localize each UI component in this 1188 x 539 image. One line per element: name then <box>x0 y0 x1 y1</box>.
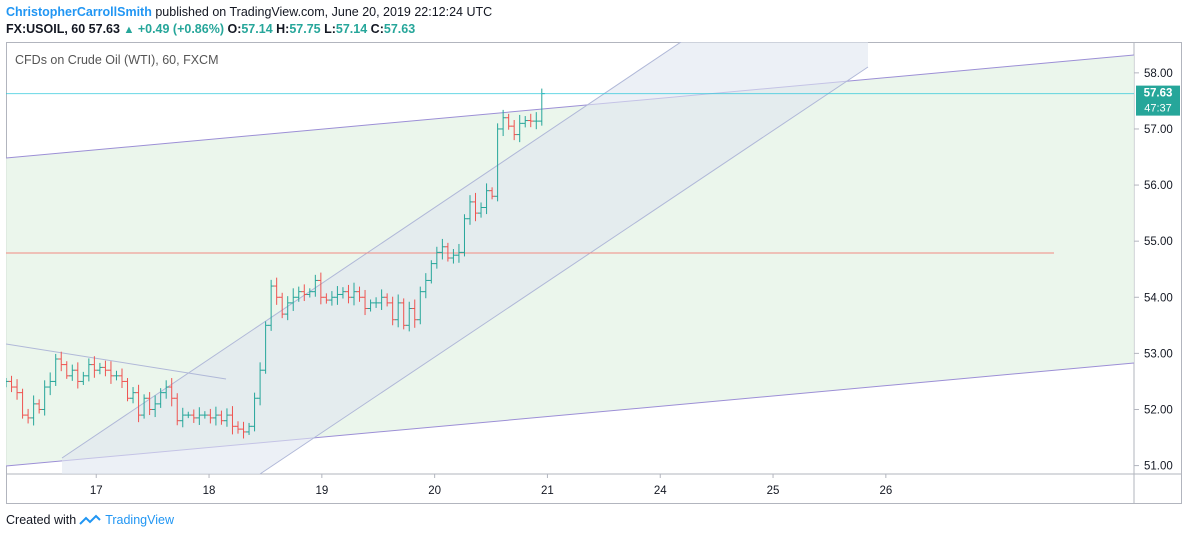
time-tick-label: 21 <box>541 485 554 497</box>
last-price-tag-value: 57.63 <box>1144 88 1173 100</box>
price-tick-label: 54.00 <box>1144 292 1173 304</box>
price-tick-label: 52.00 <box>1144 404 1173 416</box>
low-label: L: <box>324 22 336 36</box>
symbol-label: FX:USOIL, 60 <box>6 22 86 36</box>
time-axis-ticks: 17 18 19 20 21 24 25 26 <box>90 474 892 497</box>
time-tick-label: 17 <box>90 485 103 497</box>
chart-title: CFDs on Crude Oil (WTI), 60, FXCM <box>15 53 219 67</box>
price-tick-label: 57.00 <box>1144 124 1173 136</box>
up-arrow-icon: ▲ <box>123 24 135 36</box>
open-value: 57.14 <box>241 22 273 36</box>
price-tick-label: 56.00 <box>1144 180 1173 192</box>
wide-channel-upper-line <box>6 54 1135 159</box>
tradingview-brand-link[interactable]: TradingView <box>105 513 174 527</box>
price-tick-label: 58.00 <box>1144 68 1173 80</box>
last-price: 57.63 <box>88 22 120 36</box>
low-value: 57.14 <box>335 22 368 36</box>
chart-header: ChristopherCarrollSmith published on Tra… <box>6 4 492 39</box>
last-price-tag: 57.63 47:37 <box>1136 85 1180 116</box>
author-link[interactable]: ChristopherCarrollSmith <box>6 5 152 19</box>
price-axis-ticks: 51.00 52.00 53.00 54.00 55.00 56.00 57.00 58.00 <box>1134 68 1173 473</box>
price-chart[interactable]: 51.00 52.00 53.00 54.00 55.00 56.00 57.00 58.00… <box>6 42 1182 504</box>
price-change: +0.49 (+0.86%) <box>137 22 224 36</box>
price-tick-label: 53.00 <box>1144 348 1173 360</box>
close-value: 57.63 <box>383 22 416 36</box>
time-tick-label: 25 <box>767 485 780 497</box>
tradingview-logo-icon <box>79 514 101 525</box>
open-label: O: <box>227 22 242 36</box>
ohlc-bars <box>6 88 545 439</box>
footer: Created with TradingView <box>6 513 174 527</box>
time-tick-label: 20 <box>428 485 441 497</box>
last-price-tag-bg <box>1136 85 1180 116</box>
high-value: 57.75 <box>289 22 321 36</box>
chart-frame[interactable]: 51.00 52.00 53.00 54.00 55.00 56.00 57.00 58.00… <box>6 42 1182 504</box>
close-label: C: <box>370 22 384 36</box>
symbol-line: FX:USOIL, 60 57.63 ▲ +0.49 (+0.86%) O:57… <box>6 21 492 39</box>
time-tick-label: 24 <box>654 485 667 497</box>
short-trendline <box>6 343 227 380</box>
rising-channel-fill <box>62 42 868 474</box>
publish-line: ChristopherCarrollSmith published on Tra… <box>6 4 492 21</box>
time-tick-label: 18 <box>203 485 216 497</box>
time-tick-label: 19 <box>315 485 328 497</box>
rising-channel-upper-line <box>61 42 682 459</box>
created-with-text: Created with <box>6 513 77 527</box>
published-text: published on TradingView.com, June 20, 2… <box>155 5 493 19</box>
time-tick-label: 26 <box>879 485 892 497</box>
high-label: H: <box>276 22 290 36</box>
price-tick-label: 51.00 <box>1144 461 1173 473</box>
countdown-timer: 47:37 <box>1144 103 1172 115</box>
price-tick-label: 55.00 <box>1144 236 1173 248</box>
rising-channel-lower-line <box>259 66 869 475</box>
